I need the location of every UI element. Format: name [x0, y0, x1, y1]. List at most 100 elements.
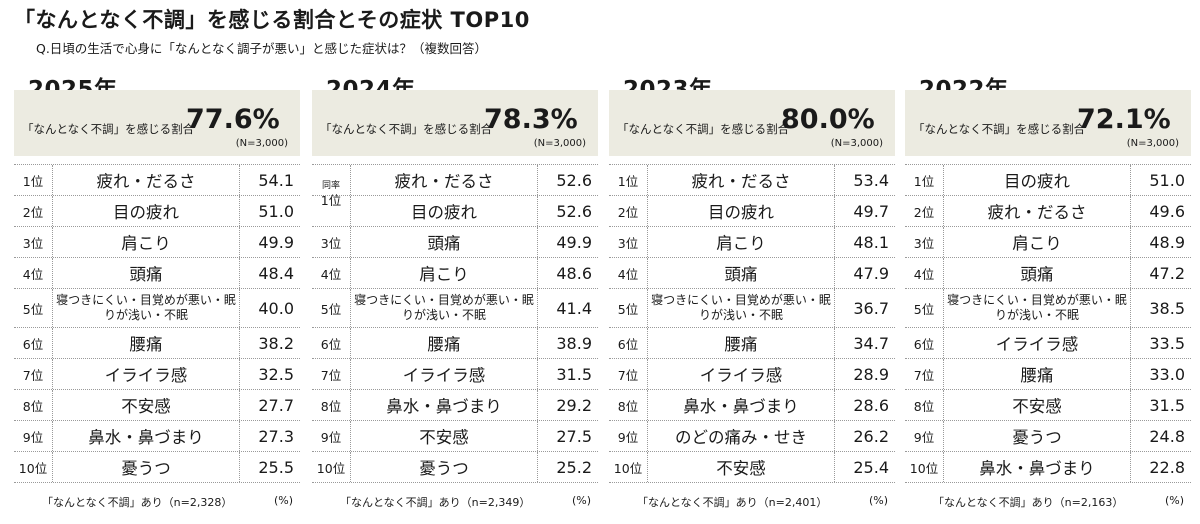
value-cell: 41.4 [556, 298, 592, 318]
percent-unit: (%) [274, 494, 294, 507]
value-cell: 27.5 [556, 426, 592, 446]
value-cell: 38.9 [556, 333, 592, 353]
value-cell: 54.1 [258, 170, 294, 190]
symptom-cell: のどの痛み・せき [647, 421, 835, 451]
symptom-cell: 不安感 [943, 390, 1131, 420]
value-cell: 47.9 [853, 263, 889, 283]
value-cell: 29.2 [556, 395, 592, 415]
table-row: 8位 不安感 31.5 [905, 390, 1191, 421]
symptom-cell: 不安感 [52, 390, 240, 420]
rank-cell: 1位 [22, 173, 44, 189]
rank-cell: 8位 [913, 398, 935, 414]
table-row: 2位 目の疲れ 49.7 [609, 196, 895, 227]
value-cell: 31.5 [556, 364, 592, 384]
value-cell: 25.5 [258, 457, 294, 477]
table-row: 7位 イライラ感 32.5 [14, 359, 300, 390]
rate-box: 「なんとなく不調」を感じる割合 80.0% (N=3,000) [609, 90, 895, 156]
symptom-cell: 頭痛 [647, 258, 835, 288]
rank-label: 1位 [320, 193, 342, 208]
rank-cell: 7位 [22, 367, 44, 383]
value-cell: 27.7 [258, 395, 294, 415]
year-panel-0: 2025年「なんとなく不調」を感じる割合77.6%(N=3,000)1位疲れ・だ… [14, 70, 300, 524]
table-row: 9位 不安感 27.5 [312, 421, 598, 452]
symptom-cell: 頭痛 [943, 258, 1131, 288]
table-row: 1位 目の疲れ 52.6 [312, 193, 598, 227]
rank-cell: 7位 [913, 367, 935, 383]
value-cell: 47.2 [1149, 263, 1185, 283]
rank-cell: 6位 [913, 336, 935, 352]
rank-cell: 1位 [312, 193, 350, 226]
rank-cell: 6位 [617, 336, 639, 352]
value-cell: 28.9 [853, 364, 889, 384]
value-cell: 25.4 [853, 457, 889, 477]
year-panel-3: 2022年「なんとなく不調」を感じる割合72.1%(N=3,000)1位目の疲れ… [905, 70, 1191, 524]
rank-cell: 3位 [22, 235, 44, 251]
rank-cell: 4位 [913, 266, 935, 282]
value-cell: 48.4 [258, 263, 294, 283]
rank-cell: 2位 [617, 204, 639, 220]
table-row: 9位 鼻水・鼻づまり 27.3 [14, 421, 300, 452]
sample-size: (N=3,000) [1126, 138, 1179, 149]
table-row: 10位 憂うつ 25.5 [14, 452, 300, 483]
rate-box: 「なんとなく不調」を感じる割合 72.1% (N=3,000) [905, 90, 1191, 156]
symptom-cell: 腰痛 [52, 328, 240, 358]
ranking-table: 1位 疲れ・だるさ 53.4 2位 目の疲れ 49.7 3位 肩こり 48.1 4位 頭痛 47.9 5… [609, 164, 895, 483]
table-row: 9位 憂うつ 24.8 [905, 421, 1191, 452]
table-row: 9位 のどの痛み・せき 26.2 [609, 421, 895, 452]
rank-cell: 4位 [320, 266, 342, 282]
year-panel-2: 2023年「なんとなく不調」を感じる割合80.0%(N=3,000)1位疲れ・だ… [609, 70, 895, 524]
table-row: 8位 鼻水・鼻づまり 29.2 [312, 390, 598, 421]
value-cell: 22.8 [1149, 457, 1185, 477]
value-cell: 38.5 [1149, 298, 1185, 318]
value-cell: 34.7 [853, 333, 889, 353]
symptom-cell: 頭痛 [52, 258, 240, 288]
table-row: 5位 寝つきにくい・目覚めが悪い・眠りが浅い・不眠 40.0 [14, 289, 300, 328]
rank-cell: 2位 [913, 204, 935, 220]
rank-cell: 5位 [617, 301, 639, 317]
table-row: 5位 寝つきにくい・目覚めが悪い・眠りが浅い・不眠 41.4 [312, 289, 598, 328]
symptom-cell: イライラ感 [647, 359, 835, 389]
rank-cell: 8位 [22, 398, 44, 414]
table-row: 1位 疲れ・だるさ 53.4 [609, 164, 895, 196]
sample-size: (N=3,000) [235, 138, 288, 149]
rank-cell: 1位 [617, 173, 639, 189]
rank-cell: 7位 [320, 367, 342, 383]
table-row: 10位 憂うつ 25.2 [312, 452, 598, 483]
value-cell: 51.0 [1149, 170, 1185, 190]
rank-cell: 5位 [913, 301, 935, 317]
table-row: 4位 頭痛 47.9 [609, 258, 895, 289]
ranking-table: 同率 疲れ・だるさ 52.6 1位 目の疲れ 52.6 3位 頭痛 49.9 4位 肩こり 48.6 5… [312, 164, 598, 483]
value-cell: 28.6 [853, 395, 889, 415]
value-cell: 26.2 [853, 426, 889, 446]
table-row: 7位 腰痛 33.0 [905, 359, 1191, 390]
symptom-cell: 不安感 [647, 452, 835, 482]
table-row: 3位 頭痛 49.9 [312, 227, 598, 258]
rank-cell: 10位 [909, 460, 939, 476]
table-row: 2位 目の疲れ 51.0 [14, 196, 300, 227]
footer-note: 「なんとなく不調」あり（n=2,163） [933, 496, 1124, 509]
rank-cell: 6位 [22, 336, 44, 352]
rank-cell: 5位 [22, 301, 44, 317]
symptom-cell: 腰痛 [350, 328, 538, 358]
value-cell: 32.5 [258, 364, 294, 384]
percent-unit: (%) [572, 494, 592, 507]
table-row: 4位 頭痛 48.4 [14, 258, 300, 289]
rank-cell: 2位 [22, 204, 44, 220]
symptom-cell: イライラ感 [52, 359, 240, 389]
symptom-cell: 鼻水・鼻づまり [647, 390, 835, 420]
symptom-cell: 鼻水・鼻づまり [52, 421, 240, 451]
rank-cell: 3位 [320, 235, 342, 251]
value-cell: 48.1 [853, 232, 889, 252]
page-title: 「なんとなく不調」を感じる割合とその症状 TOP10 [14, 8, 530, 32]
value-cell: 52.6 [556, 170, 592, 190]
value-cell: 25.2 [556, 457, 592, 477]
symptom-cell: 頭痛 [350, 227, 538, 257]
sample-size: (N=3,000) [533, 138, 586, 149]
table-row: 5位 寝つきにくい・目覚めが悪い・眠りが浅い・不眠 36.7 [609, 289, 895, 328]
symptom-cell: 肩こり [943, 227, 1131, 257]
rank-cell: 9位 [913, 429, 935, 445]
table-row: 3位 肩こり 49.9 [14, 227, 300, 258]
value-cell: 52.6 [556, 201, 592, 221]
symptom-cell: 目の疲れ [52, 196, 240, 226]
table-row: 6位 腰痛 38.9 [312, 328, 598, 359]
